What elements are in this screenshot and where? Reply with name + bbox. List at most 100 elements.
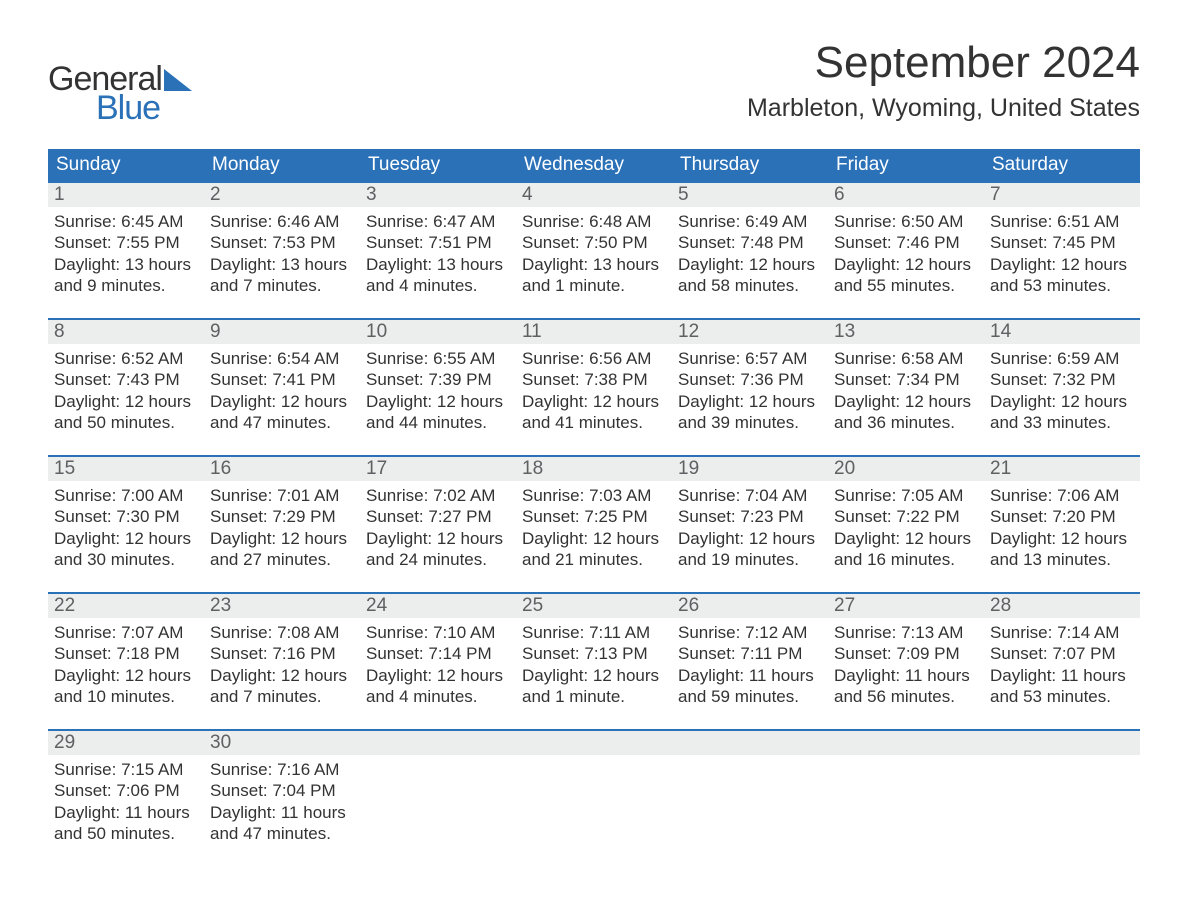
daylight-line: Daylight: 13 hours <box>210 254 354 275</box>
day-number: 27 <box>828 594 984 618</box>
day-cell: 15Sunrise: 7:00 AMSunset: 7:30 PMDayligh… <box>48 455 204 592</box>
day-number: 15 <box>48 457 204 481</box>
sunrise-line: Sunrise: 6:57 AM <box>678 348 822 369</box>
day-number: 16 <box>204 457 360 481</box>
sunset-line: Sunset: 7:30 PM <box>54 506 198 527</box>
day-header-row: SundayMondayTuesdayWednesdayThursdayFrid… <box>48 149 1140 181</box>
day-number: 6 <box>828 183 984 207</box>
day-number: 29 <box>48 731 204 755</box>
day-number: 7 <box>984 183 1140 207</box>
daylight-line: and 4 minutes. <box>366 686 510 707</box>
daylight-line: Daylight: 12 hours <box>522 528 666 549</box>
sunset-line: Sunset: 7:23 PM <box>678 506 822 527</box>
daylight-line: Daylight: 12 hours <box>834 254 978 275</box>
daylight-line: Daylight: 11 hours <box>990 665 1134 686</box>
day-cell: 25Sunrise: 7:11 AMSunset: 7:13 PMDayligh… <box>516 592 672 729</box>
day-details: Sunrise: 6:55 AMSunset: 7:39 PMDaylight:… <box>360 344 516 433</box>
day-header: Thursday <box>672 149 828 181</box>
day-number: 3 <box>360 183 516 207</box>
sunrise-line: Sunrise: 6:49 AM <box>678 211 822 232</box>
title-block: September 2024 Marbleton, Wyoming, Unite… <box>747 30 1140 131</box>
sunrise-line: Sunrise: 6:48 AM <box>522 211 666 232</box>
calendar-page: General Blue September 2024 Marbleton, W… <box>0 0 1188 906</box>
daylight-line: Daylight: 12 hours <box>990 391 1134 412</box>
sunset-line: Sunset: 7:45 PM <box>990 232 1134 253</box>
daylight-line: Daylight: 12 hours <box>678 391 822 412</box>
sunrise-line: Sunrise: 7:15 AM <box>54 759 198 780</box>
header: General Blue September 2024 Marbleton, W… <box>48 30 1140 131</box>
day-number: 30 <box>204 731 360 755</box>
day-number: 25 <box>516 594 672 618</box>
day-number: 19 <box>672 457 828 481</box>
day-cell <box>672 729 828 866</box>
daylight-line: and 53 minutes. <box>990 275 1134 296</box>
daylight-line: and 9 minutes. <box>54 275 198 296</box>
sunrise-line: Sunrise: 6:54 AM <box>210 348 354 369</box>
day-cell: 16Sunrise: 7:01 AMSunset: 7:29 PMDayligh… <box>204 455 360 592</box>
sunrise-line: Sunrise: 7:06 AM <box>990 485 1134 506</box>
day-number <box>672 731 828 755</box>
sunrise-line: Sunrise: 7:10 AM <box>366 622 510 643</box>
day-cell: 5Sunrise: 6:49 AMSunset: 7:48 PMDaylight… <box>672 181 828 318</box>
day-header: Friday <box>828 149 984 181</box>
day-number: 24 <box>360 594 516 618</box>
day-number: 1 <box>48 183 204 207</box>
location: Marbleton, Wyoming, United States <box>747 94 1140 123</box>
daylight-line: and 4 minutes. <box>366 275 510 296</box>
week-row: 8Sunrise: 6:52 AMSunset: 7:43 PMDaylight… <box>48 318 1140 455</box>
sunrise-line: Sunrise: 6:50 AM <box>834 211 978 232</box>
day-details: Sunrise: 6:54 AMSunset: 7:41 PMDaylight:… <box>204 344 360 433</box>
sunrise-line: Sunrise: 7:04 AM <box>678 485 822 506</box>
sunrise-line: Sunrise: 7:01 AM <box>210 485 354 506</box>
day-number: 13 <box>828 320 984 344</box>
day-number: 20 <box>828 457 984 481</box>
day-cell: 11Sunrise: 6:56 AMSunset: 7:38 PMDayligh… <box>516 318 672 455</box>
day-cell: 8Sunrise: 6:52 AMSunset: 7:43 PMDaylight… <box>48 318 204 455</box>
daylight-line: and 47 minutes. <box>210 412 354 433</box>
day-number: 26 <box>672 594 828 618</box>
sunrise-line: Sunrise: 6:56 AM <box>522 348 666 369</box>
sunset-line: Sunset: 7:34 PM <box>834 369 978 390</box>
daylight-line: and 30 minutes. <box>54 549 198 570</box>
sunrise-line: Sunrise: 6:47 AM <box>366 211 510 232</box>
daylight-line: Daylight: 12 hours <box>678 254 822 275</box>
day-number: 28 <box>984 594 1140 618</box>
daylight-line: and 50 minutes. <box>54 823 198 844</box>
daylight-line: Daylight: 12 hours <box>54 391 198 412</box>
sail-icon <box>164 69 192 91</box>
sunset-line: Sunset: 7:25 PM <box>522 506 666 527</box>
daylight-line: Daylight: 12 hours <box>834 391 978 412</box>
day-cell: 4Sunrise: 6:48 AMSunset: 7:50 PMDaylight… <box>516 181 672 318</box>
sunrise-line: Sunrise: 6:46 AM <box>210 211 354 232</box>
daylight-line: Daylight: 11 hours <box>678 665 822 686</box>
day-number: 22 <box>48 594 204 618</box>
day-details: Sunrise: 7:14 AMSunset: 7:07 PMDaylight:… <box>984 618 1140 707</box>
daylight-line: and 50 minutes. <box>54 412 198 433</box>
sunset-line: Sunset: 7:09 PM <box>834 643 978 664</box>
sunset-line: Sunset: 7:07 PM <box>990 643 1134 664</box>
day-header: Tuesday <box>360 149 516 181</box>
day-details: Sunrise: 6:45 AMSunset: 7:55 PMDaylight:… <box>48 207 204 296</box>
day-cell: 26Sunrise: 7:12 AMSunset: 7:11 PMDayligh… <box>672 592 828 729</box>
day-details: Sunrise: 6:50 AMSunset: 7:46 PMDaylight:… <box>828 207 984 296</box>
week-row: 1Sunrise: 6:45 AMSunset: 7:55 PMDaylight… <box>48 181 1140 318</box>
week-row: 15Sunrise: 7:00 AMSunset: 7:30 PMDayligh… <box>48 455 1140 592</box>
daylight-line: and 7 minutes. <box>210 275 354 296</box>
daylight-line: and 56 minutes. <box>834 686 978 707</box>
day-cell: 18Sunrise: 7:03 AMSunset: 7:25 PMDayligh… <box>516 455 672 592</box>
sunrise-line: Sunrise: 7:07 AM <box>54 622 198 643</box>
daylight-line: Daylight: 12 hours <box>366 528 510 549</box>
week-row: 29Sunrise: 7:15 AMSunset: 7:06 PMDayligh… <box>48 729 1140 866</box>
daylight-line: and 41 minutes. <box>522 412 666 433</box>
day-details: Sunrise: 7:13 AMSunset: 7:09 PMDaylight:… <box>828 618 984 707</box>
logo-text-blue: Blue <box>96 89 160 128</box>
sunrise-line: Sunrise: 7:02 AM <box>366 485 510 506</box>
day-number: 10 <box>360 320 516 344</box>
day-details: Sunrise: 7:06 AMSunset: 7:20 PMDaylight:… <box>984 481 1140 570</box>
day-cell <box>984 729 1140 866</box>
daylight-line: and 16 minutes. <box>834 549 978 570</box>
day-details: Sunrise: 6:57 AMSunset: 7:36 PMDaylight:… <box>672 344 828 433</box>
sunset-line: Sunset: 7:50 PM <box>522 232 666 253</box>
day-number: 8 <box>48 320 204 344</box>
day-details: Sunrise: 6:52 AMSunset: 7:43 PMDaylight:… <box>48 344 204 433</box>
